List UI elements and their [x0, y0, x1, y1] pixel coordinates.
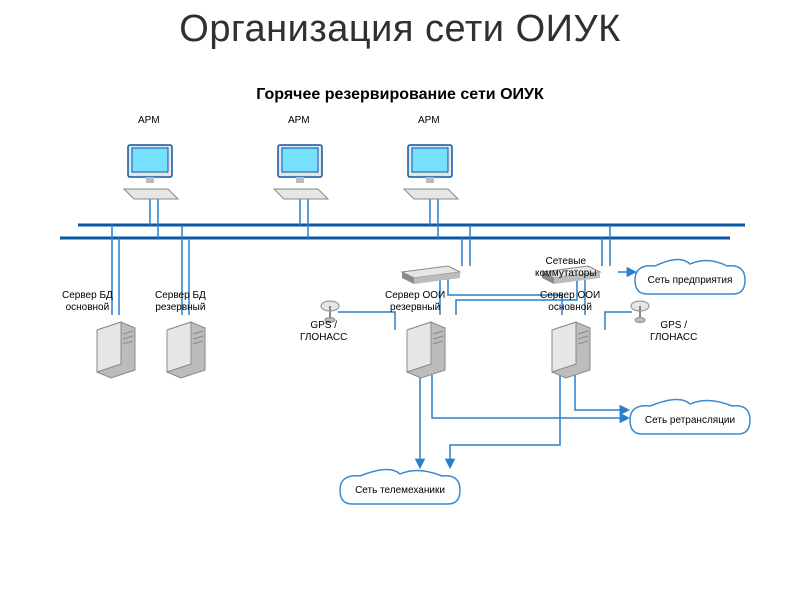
- svg-text:Сеть телемеханики: Сеть телемеханики: [355, 485, 445, 496]
- server-icon: [552, 322, 590, 378]
- gps-label-gps1: GPS / ГЛОНАСС: [300, 320, 347, 343]
- switch-icon: [402, 266, 460, 284]
- server-icon: [97, 322, 135, 378]
- server-icon: [167, 322, 205, 378]
- cloud-cloud_ent: Сеть предприятия: [635, 259, 745, 294]
- edge-gps2-srv4: [605, 312, 632, 330]
- workstation-label-arm2: АРМ: [288, 115, 310, 127]
- svg-text:Сеть предприятия: Сеть предприятия: [648, 275, 733, 286]
- cloud-cloud_retr: Сеть ретрансляции: [630, 399, 750, 434]
- edge-srv4-tele: [450, 375, 560, 467]
- workstation-icon: [404, 145, 458, 199]
- server-icon: [407, 322, 445, 378]
- workstation-label-arm3: АРМ: [418, 115, 440, 127]
- gps-label-gps2: GPS / ГЛОНАСС: [650, 320, 697, 343]
- server-label-srv_ooi_main: Сервер ООИ основной: [540, 290, 600, 313]
- cloud-cloud_tele: Сеть телемеханики: [340, 469, 460, 504]
- workstation-icon: [124, 145, 178, 199]
- gps-icon: [631, 301, 649, 323]
- server-label-srv_db_res: Сервер БД резервный: [155, 290, 206, 313]
- workstation-icon: [274, 145, 328, 199]
- svg-text:Сеть ретрансляции: Сеть ретрансляции: [645, 415, 735, 426]
- edge-srv3-retr: [432, 375, 628, 418]
- workstation-label-arm1: АРМ: [138, 115, 160, 127]
- switches-label: Сетевые коммутаторы: [535, 256, 597, 279]
- server-label-srv_db_main: Сервер БД основной: [62, 290, 113, 313]
- edge-srv4-retr: [575, 375, 628, 410]
- server-label-srv_ooi_res: Сервер ООИ резервный: [385, 290, 445, 313]
